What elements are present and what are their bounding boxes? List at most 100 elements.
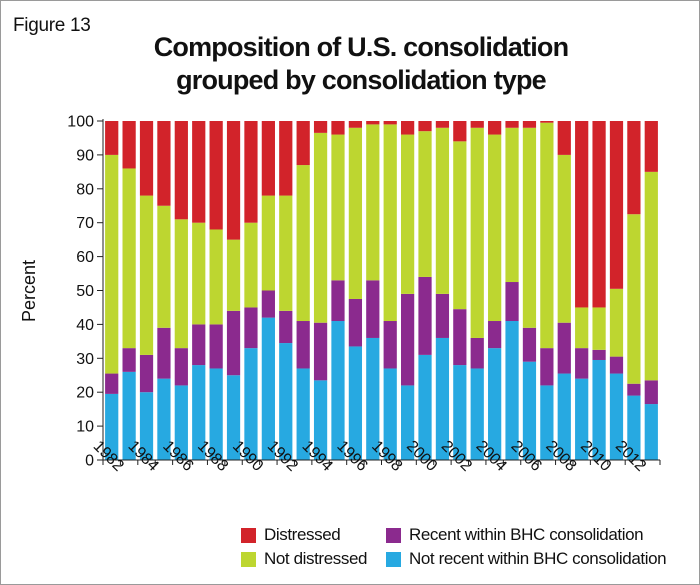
y-tick-label-80: 80 <box>76 181 94 198</box>
bar-1990-recent-within-bhc-consolidation <box>244 307 258 349</box>
bar-1986-not-distressed <box>174 219 188 349</box>
legend-swatch-distressed <box>241 527 256 543</box>
bar-2011-recent-within-bhc-consolidation <box>609 356 624 374</box>
legend-label-recent-bhc: Recent within BHC consolidation <box>409 525 644 544</box>
bar-2007-distressed <box>540 121 554 123</box>
bar-1992-not-recent-within-bhc-consolidation <box>279 343 293 460</box>
bar-1993-recent-within-bhc-consolidation <box>296 321 310 369</box>
bar-2013-not-recent-within-bhc-consolidation <box>644 404 658 460</box>
bar-1996-distressed <box>348 121 363 128</box>
stacked-bar-chart: 0 10 20 30 40 50 60 70 80 90 100 19821984198619881… <box>19 114 661 475</box>
y-tick-label-40: 40 <box>76 317 94 334</box>
bar-1989-not-distressed <box>226 239 241 311</box>
bar-2001-not-recent-within-bhc-consolidation <box>435 337 450 460</box>
bar-2012-not-distressed <box>627 214 641 384</box>
legend: Distressed Recent within BHC consolidati… <box>241 521 681 571</box>
bar-2011-distressed <box>609 121 624 289</box>
bar-1993-not-recent-within-bhc-consolidation <box>296 368 310 460</box>
bar-1987-recent-within-bhc-consolidation <box>192 324 206 366</box>
bar-1984-recent-within-bhc-consolidation <box>139 354 154 393</box>
y-tick-label-50: 50 <box>76 283 94 300</box>
bar-1994-distressed <box>313 121 328 133</box>
bar-1997-not-distressed <box>366 124 380 281</box>
bar-2008-not-distressed <box>557 154 571 323</box>
y-tick-label-10: 10 <box>76 419 94 436</box>
figure-label: Figure 13 <box>13 15 91 36</box>
bar-1991-distressed <box>261 121 275 196</box>
bar-2008-not-recent-within-bhc-consolidation <box>557 373 571 460</box>
bar-1992-not-distressed <box>279 195 293 311</box>
bar-2005-not-recent-within-bhc-consolidation <box>505 321 519 460</box>
bar-2007-not-recent-within-bhc-consolidation <box>540 385 554 460</box>
bar-1993-not-distressed <box>296 165 310 322</box>
bar-1986-recent-within-bhc-consolidation <box>174 348 188 386</box>
bar-2006-not-distressed <box>522 127 537 328</box>
bar-2008-recent-within-bhc-consolidation <box>557 322 571 374</box>
legend-item-not-recent-bhc: Not recent within BHC consolidation <box>386 549 667 569</box>
y-tick-label-30: 30 <box>76 351 94 368</box>
bar-2010-distressed <box>592 121 606 308</box>
bar-1985-distressed <box>157 121 171 206</box>
bar-2012-distressed <box>627 121 641 215</box>
y-tick-label-0: 0 <box>85 453 94 470</box>
bar-1988-distressed <box>209 121 223 230</box>
legend-swatch-recent-bhc <box>386 527 401 543</box>
bar-1983-not-distressed <box>122 168 136 349</box>
bar-1999-recent-within-bhc-consolidation <box>401 293 415 386</box>
bar-1990-not-recent-within-bhc-consolidation <box>244 348 258 460</box>
bar-2010-not-recent-within-bhc-consolidation <box>592 360 606 460</box>
bar-1983-distressed <box>122 121 136 169</box>
bar-2011-not-distressed <box>609 288 624 357</box>
bar-1997-distressed <box>366 121 380 125</box>
bar-2006-distressed <box>522 121 537 128</box>
bar-2006-not-recent-within-bhc-consolidation <box>522 361 537 460</box>
bar-1989-not-recent-within-bhc-consolidation <box>226 375 241 460</box>
bar-2001-not-distressed <box>435 127 450 294</box>
legend-item-recent-bhc: Recent within BHC consolidation <box>386 525 644 545</box>
bar-1987-not-recent-within-bhc-consolidation <box>192 365 206 460</box>
bar-2013-not-distressed <box>644 171 658 381</box>
bar-2009-recent-within-bhc-consolidation <box>575 348 589 379</box>
bar-1996-not-distressed <box>348 127 363 299</box>
legend-label-distressed: Distressed <box>264 525 341 544</box>
bar-1997-not-recent-within-bhc-consolidation <box>366 337 380 460</box>
bar-2013-recent-within-bhc-consolidation <box>644 380 658 405</box>
bar-1998-not-distressed <box>383 124 397 322</box>
bar-1982-recent-within-bhc-consolidation <box>105 373 119 394</box>
x-tick-label-1982: 1982 <box>90 438 127 475</box>
bar-1994-recent-within-bhc-consolidation <box>313 322 328 381</box>
bar-1988-recent-within-bhc-consolidation <box>209 324 223 369</box>
bar-2005-recent-within-bhc-consolidation <box>505 282 519 322</box>
bar-1999-distressed <box>401 121 415 135</box>
bar-1984-not-recent-within-bhc-consolidation <box>139 392 154 460</box>
legend-label-not-distressed: Not distressed <box>264 549 368 568</box>
chart-title-line-1: Composition of U.S. consolidation <box>153 32 569 62</box>
bar-2002-recent-within-bhc-consolidation <box>453 309 467 366</box>
bar-2009-not-recent-within-bhc-consolidation <box>575 378 589 460</box>
bar-1994-not-recent-within-bhc-consolidation <box>313 380 328 460</box>
y-tick-label-70: 70 <box>76 215 94 232</box>
bar-1998-not-recent-within-bhc-consolidation <box>383 368 397 460</box>
bar-1989-recent-within-bhc-consolidation <box>226 310 241 376</box>
bar-2010-recent-within-bhc-consolidation <box>592 349 606 360</box>
legend-item-distressed: Distressed <box>241 525 341 545</box>
bar-2002-not-distressed <box>453 141 467 310</box>
legend-swatch-not-recent-bhc <box>386 551 401 567</box>
bar-1991-not-distressed <box>261 195 275 291</box>
bar-1995-distressed <box>331 121 345 135</box>
y-tick-label-100: 100 <box>67 114 94 131</box>
bar-2007-recent-within-bhc-consolidation <box>540 348 554 386</box>
bar-1982-distressed <box>105 121 119 155</box>
y-tick-label-20: 20 <box>76 385 94 402</box>
bar-2013-distressed <box>644 121 658 172</box>
bar-1988-not-recent-within-bhc-consolidation <box>209 368 223 460</box>
bar-1984-distressed <box>139 121 154 196</box>
bar-2000-distressed <box>418 121 432 132</box>
bar-2009-not-distressed <box>575 307 589 349</box>
bar-1997-recent-within-bhc-consolidation <box>366 280 380 338</box>
bar-1986-not-recent-within-bhc-consolidation <box>174 385 188 460</box>
y-tick-label-60: 60 <box>76 249 94 266</box>
bar-1985-not-distressed <box>157 205 171 328</box>
bar-1995-recent-within-bhc-consolidation <box>331 280 345 322</box>
